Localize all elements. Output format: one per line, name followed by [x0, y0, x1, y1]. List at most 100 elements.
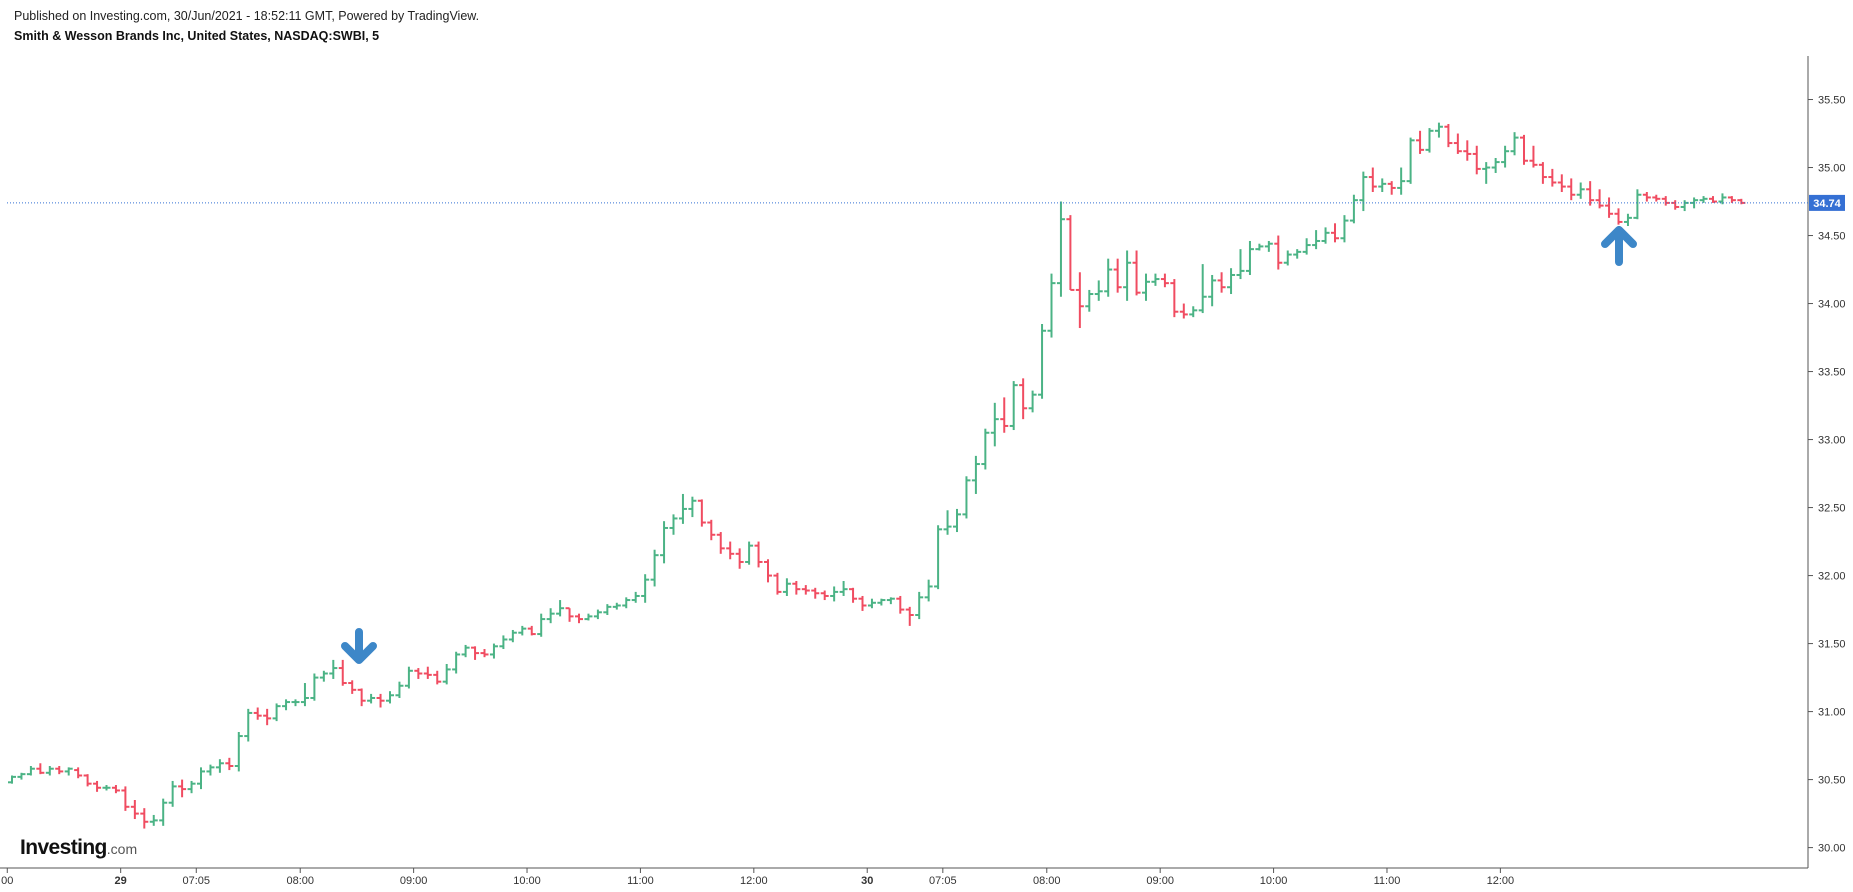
ohlc-bar — [1274, 235, 1283, 270]
ohlc-bar — [93, 780, 102, 792]
x-tick-label: 08:00 — [286, 875, 314, 887]
ohlc-bar — [1302, 238, 1311, 255]
ohlc-bar — [1463, 140, 1472, 161]
y-tick-label: 34.00 — [1818, 299, 1846, 311]
ohlc-bar — [792, 581, 801, 595]
ohlc-bar — [716, 532, 725, 554]
ohlc-bar — [55, 765, 64, 775]
ohlc-bar — [121, 786, 130, 811]
x-tick-label: 07:05 — [183, 875, 211, 887]
ohlc-bar — [1709, 196, 1717, 203]
ohlc-bar — [272, 703, 281, 722]
ohlc-bar — [801, 585, 810, 595]
ohlc-bar — [1661, 196, 1670, 206]
ohlc-bar — [1179, 303, 1188, 319]
x-tick-label: 09:00 — [400, 875, 428, 887]
ohlc-bar — [537, 613, 546, 637]
ohlc-bar — [773, 572, 782, 595]
ohlc-bar — [575, 613, 583, 624]
ohlc-bar — [1094, 280, 1103, 301]
ohlc-bar — [707, 519, 716, 541]
ohlc-bar — [1160, 273, 1169, 288]
ohlc-bar — [64, 767, 73, 776]
ohlc-bar — [149, 814, 158, 826]
ohlc-bar — [1529, 145, 1538, 168]
ohlc-bar — [1567, 178, 1576, 201]
ohlc-bar — [1283, 250, 1292, 266]
ohlc-bar — [745, 541, 754, 565]
ohlc-bar — [168, 780, 177, 807]
ohlc-bar — [329, 659, 338, 679]
ohlc-bar — [102, 785, 111, 791]
ohlc-bar — [357, 688, 366, 707]
ohlc-bar — [1170, 279, 1179, 318]
x-tick-label: 29 — [115, 875, 127, 887]
ohlc-bar — [1056, 201, 1065, 297]
ohlc-bar — [1633, 189, 1642, 220]
ohlc-bar — [631, 591, 640, 603]
ohlc-bar — [1142, 273, 1150, 301]
ohlc-bar — [1453, 133, 1462, 154]
ohlc-bar — [178, 779, 187, 798]
logo-main-text: Investing — [20, 836, 107, 859]
ohlc-bar — [650, 549, 659, 587]
ohlc-bar — [17, 772, 26, 780]
ohlc-bar — [1727, 196, 1736, 203]
ohlc-bar — [215, 759, 224, 773]
ohlc-bar — [376, 693, 385, 708]
ohlc-bar — [971, 455, 980, 494]
ohlc-bar — [905, 606, 914, 626]
ohlc-bar — [1718, 193, 1727, 205]
ohlc-bar — [1368, 167, 1377, 193]
ohlc-bar — [367, 693, 376, 704]
ohlc-bar — [934, 525, 943, 590]
ohlc-bar — [1652, 194, 1661, 202]
ohlc-bar — [1227, 268, 1236, 295]
ohlc-bar — [395, 681, 404, 698]
ohlc-bar — [688, 496, 697, 518]
ohlc-bar — [1245, 240, 1254, 275]
ohlc-bar — [206, 764, 215, 776]
investing-logo[interactable]: Investing.com — [20, 836, 137, 860]
ohlc-bar — [1680, 200, 1689, 212]
y-tick-label: 30.00 — [1818, 843, 1846, 855]
ohlc-bar — [782, 578, 791, 596]
ohlc-bar — [1208, 274, 1217, 307]
ohlc-bar — [697, 499, 706, 527]
ohlc-bar — [1340, 215, 1349, 243]
chart-title: Smith & Wesson Brands Inc, United States… — [14, 29, 380, 43]
ohlc-bar — [1264, 240, 1273, 252]
ohlc-bar — [1331, 223, 1339, 243]
ohlc-bar — [338, 659, 347, 686]
last-price-badge — [1809, 194, 1845, 211]
ohlc-bar — [471, 646, 480, 660]
ohlc-bar — [754, 541, 763, 568]
ohlc-bar — [1737, 198, 1746, 205]
y-tick-label: 33.00 — [1818, 435, 1846, 447]
ohlc-bar — [811, 587, 820, 599]
ohlc-bar — [1349, 194, 1358, 224]
ohlc-bar — [442, 663, 451, 685]
ohlc-bar — [197, 767, 205, 790]
x-tick-label: 09:00 — [1146, 875, 1174, 887]
y-tick-label: 32.00 — [1818, 571, 1846, 583]
ohlc-bar — [877, 598, 886, 606]
ohlc-bar — [26, 765, 35, 776]
ohlc-bar — [546, 608, 555, 624]
ohlc-bar — [1189, 306, 1198, 318]
ohlc-bar — [678, 493, 687, 524]
ohlc-bar — [348, 680, 357, 694]
ohlc-bar — [1472, 145, 1481, 175]
ohlc-bar — [45, 765, 54, 776]
x-tick-label: 10:00 — [513, 875, 541, 887]
ohlc-bar — [130, 799, 139, 820]
ohlc-bar — [518, 625, 527, 636]
ohlc-bar — [508, 629, 517, 643]
ohlc-bar — [461, 644, 470, 658]
ohlc-bar — [1387, 181, 1396, 195]
ohlc-bar — [1066, 215, 1075, 291]
ohlc-bar — [291, 699, 300, 707]
ohlc-bar — [1538, 162, 1547, 184]
y-tick-label: 32.50 — [1818, 503, 1846, 515]
